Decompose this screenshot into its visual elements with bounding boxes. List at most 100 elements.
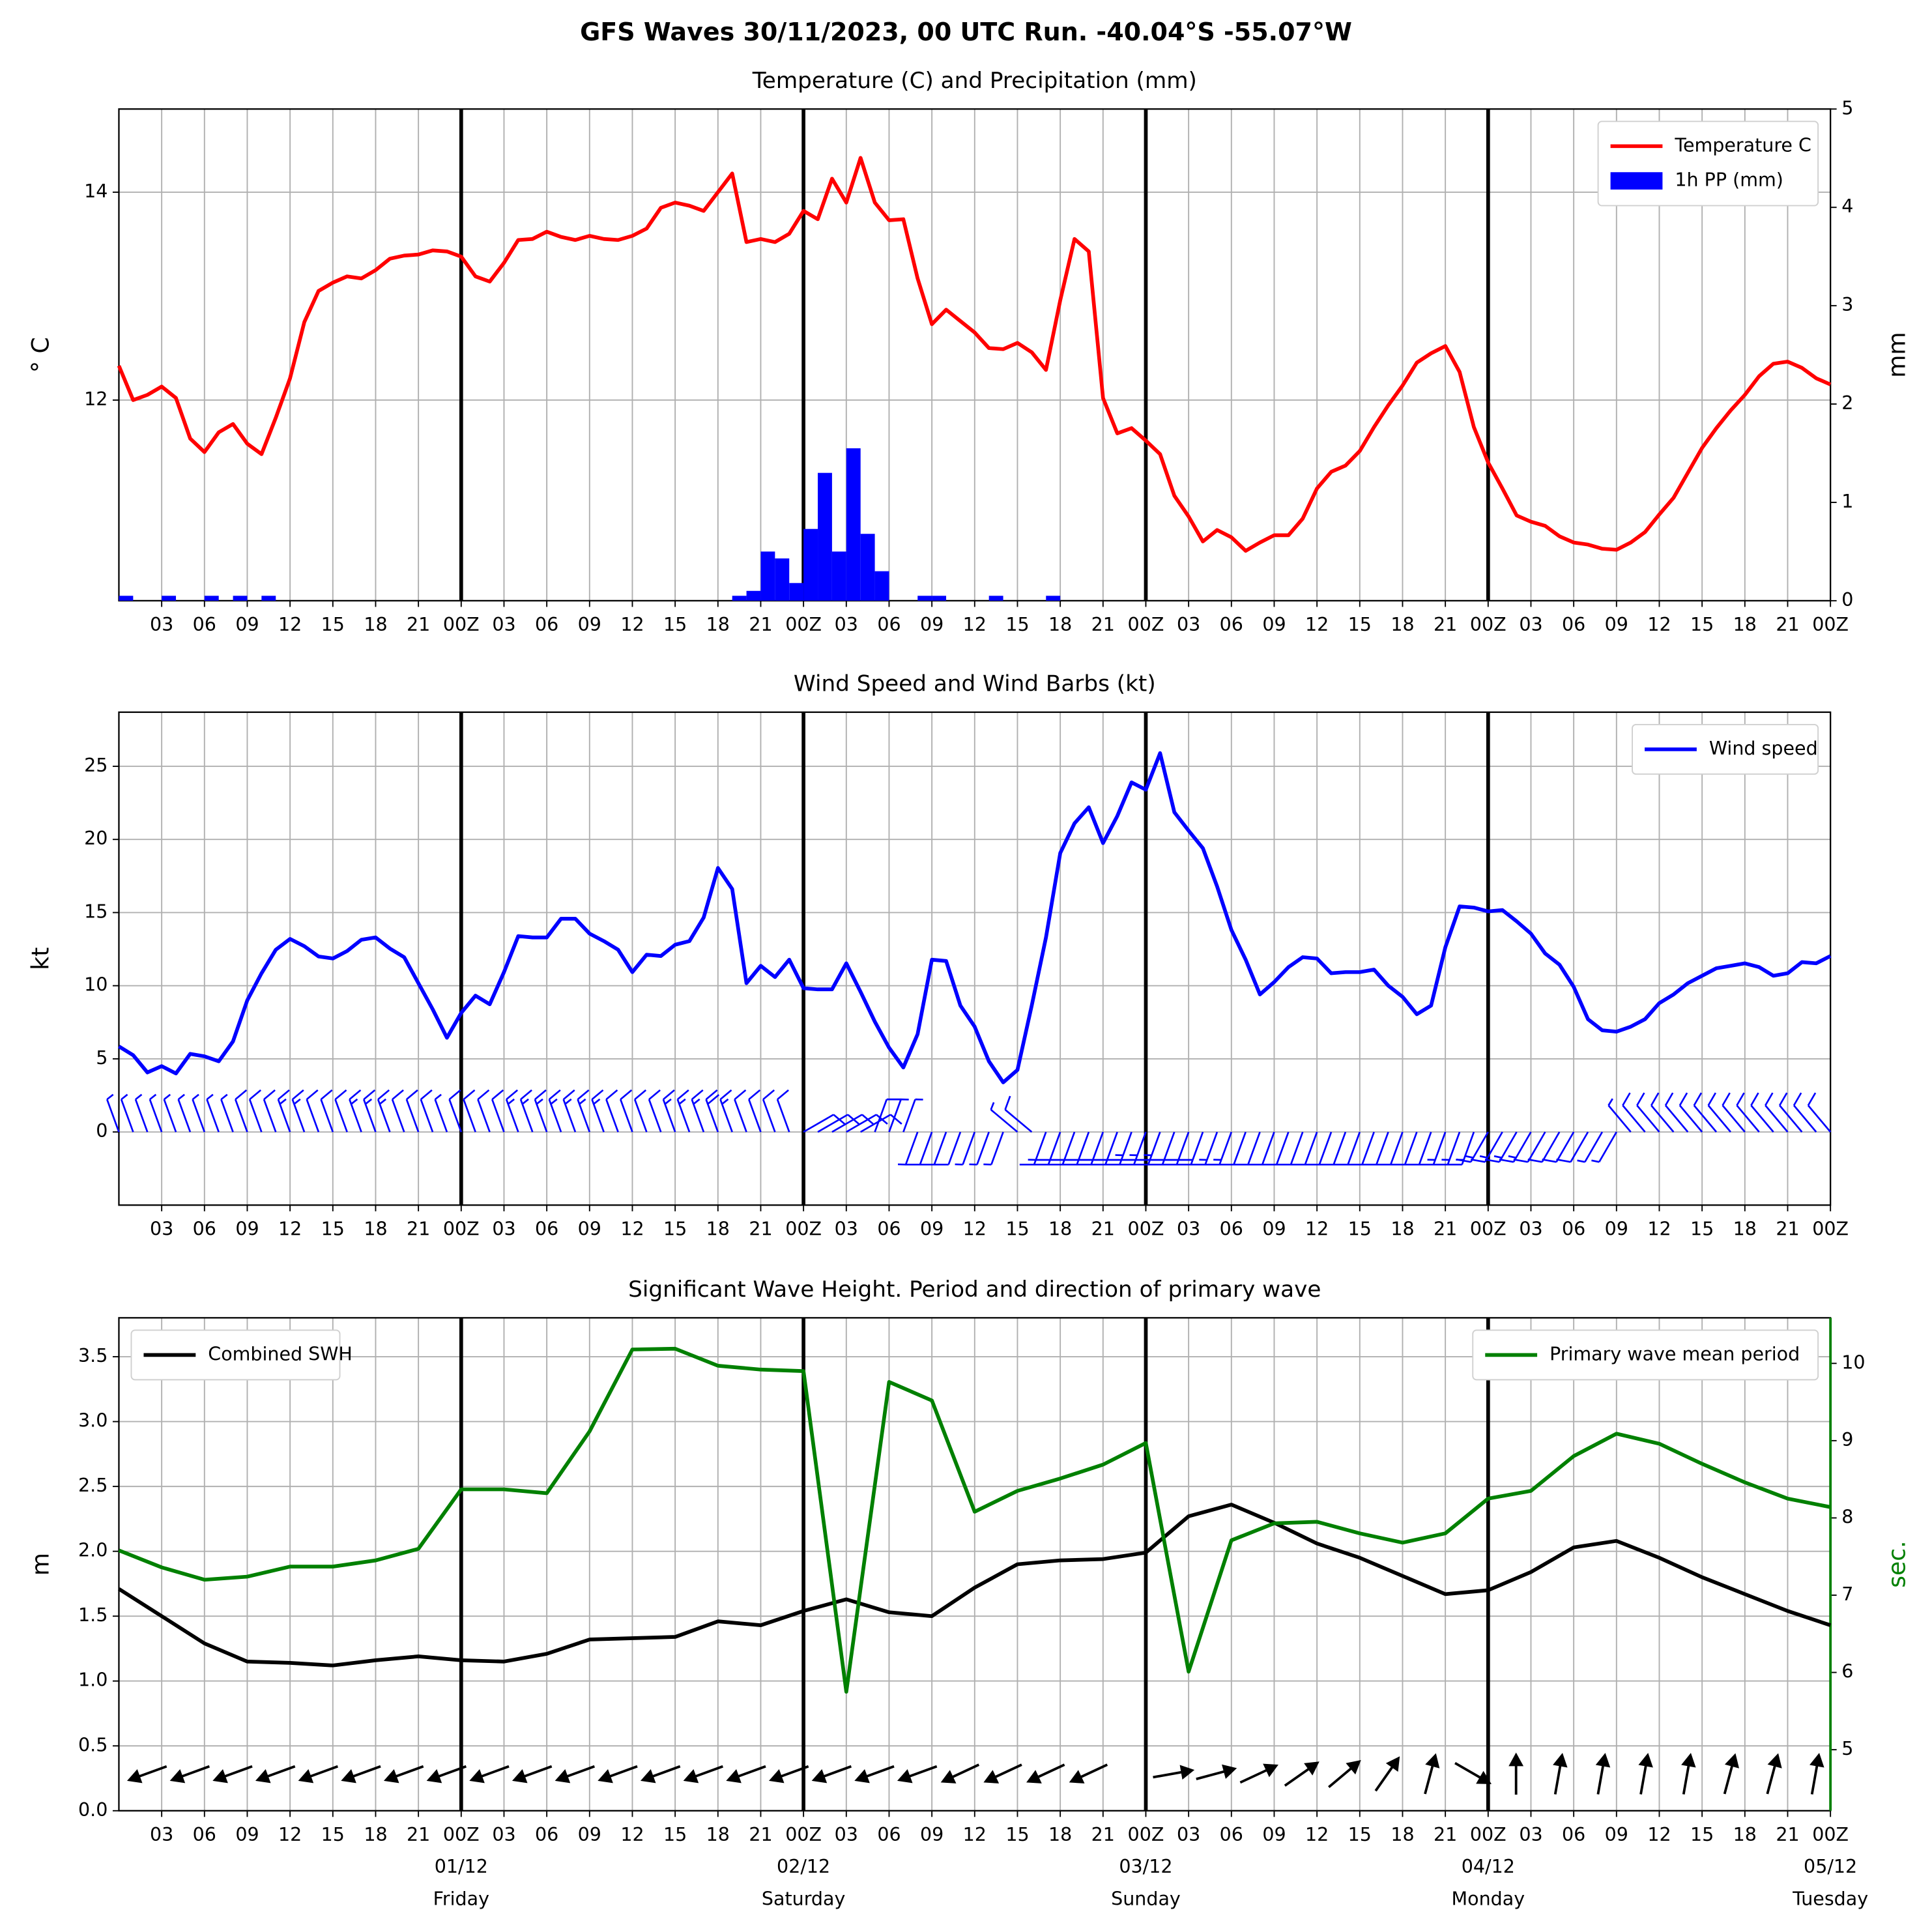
legend-swatch bbox=[1610, 172, 1663, 190]
bar bbox=[760, 551, 775, 601]
barb-staff bbox=[1361, 1131, 1375, 1165]
barb-staff bbox=[1584, 1131, 1604, 1163]
arrow-shaft bbox=[949, 1763, 980, 1780]
barb-flag bbox=[463, 1089, 476, 1101]
barb-half bbox=[693, 1098, 700, 1105]
arrow-shaft bbox=[136, 1765, 167, 1779]
barb-staff bbox=[534, 1099, 548, 1133]
arrow-head bbox=[726, 1769, 742, 1784]
wave-arrow bbox=[1681, 1752, 1696, 1795]
barb-half bbox=[379, 1098, 386, 1105]
y-tick-label: 0.0 bbox=[78, 1799, 108, 1821]
barb-flag bbox=[1707, 1092, 1716, 1106]
arrow-shaft bbox=[1196, 1769, 1228, 1780]
barb-staff bbox=[676, 1099, 691, 1133]
wave-arrow bbox=[683, 1765, 724, 1784]
barb-staff bbox=[605, 1099, 619, 1133]
wind-barb bbox=[377, 1089, 391, 1133]
barb-staff bbox=[919, 1131, 933, 1165]
wind-barb bbox=[1262, 1131, 1290, 1166]
barb-flag bbox=[1693, 1092, 1703, 1106]
barb-staff bbox=[248, 1099, 263, 1133]
wave-arrow bbox=[169, 1765, 210, 1784]
barb-staff bbox=[1608, 1105, 1632, 1133]
arrow-head bbox=[1304, 1761, 1319, 1776]
arrow-shaft bbox=[179, 1765, 210, 1779]
barb-staff bbox=[803, 1114, 834, 1133]
wind-barb bbox=[548, 1089, 562, 1133]
legend-box bbox=[130, 1329, 341, 1381]
y-tick-label: 25 bbox=[84, 755, 108, 776]
arrow-head bbox=[298, 1769, 314, 1784]
barb-staff bbox=[1461, 1131, 1475, 1165]
x-tick-label: 09 bbox=[920, 614, 944, 635]
barb-staff bbox=[1622, 1105, 1646, 1133]
arrow-head bbox=[1809, 1752, 1824, 1768]
barb-half bbox=[279, 1098, 287, 1105]
barb-flag bbox=[1736, 1092, 1745, 1106]
x-tick-label: 06 bbox=[193, 614, 216, 635]
bar bbox=[917, 596, 932, 601]
x-tick-label: 00Z bbox=[1470, 614, 1507, 635]
bar bbox=[1046, 596, 1061, 601]
barb-half bbox=[593, 1098, 601, 1105]
y-tick-label: 5 bbox=[96, 1047, 108, 1069]
x-tick-label: 00Z 02/12 Saturday bbox=[762, 1824, 846, 1910]
wind-barb bbox=[919, 1131, 947, 1166]
bar bbox=[846, 448, 861, 601]
wind-barb bbox=[1470, 1131, 1503, 1163]
x-tick-label: 12 bbox=[278, 1218, 302, 1239]
x-tick-label: 06 bbox=[1220, 1218, 1243, 1239]
barb-flag bbox=[707, 1093, 720, 1105]
barb-flag bbox=[691, 1089, 704, 1101]
wind-barb bbox=[1456, 1131, 1489, 1163]
wind-barb bbox=[320, 1089, 334, 1133]
barb-staff bbox=[177, 1099, 192, 1133]
barb-staff bbox=[334, 1099, 348, 1133]
wave-arrow bbox=[983, 1763, 1022, 1784]
barb-half bbox=[507, 1098, 515, 1105]
barb-staff bbox=[1750, 1105, 1774, 1133]
barb-staff bbox=[192, 1099, 206, 1133]
wind-barb bbox=[983, 1131, 1004, 1166]
barb-staff bbox=[163, 1099, 177, 1133]
barb-staff bbox=[577, 1099, 591, 1133]
figure-title: GFS Waves 30/11/2023, 00 UTC Run. -40.04… bbox=[580, 18, 1352, 46]
wind-barb bbox=[420, 1089, 434, 1133]
barb-staff bbox=[220, 1099, 234, 1133]
bar bbox=[831, 551, 846, 601]
wave-arrow bbox=[126, 1765, 167, 1784]
wind-barb bbox=[691, 1089, 705, 1133]
barb-staff bbox=[1333, 1131, 1347, 1165]
x-tick-label: 12 bbox=[278, 614, 302, 635]
wind-barb bbox=[1233, 1131, 1261, 1166]
arrow-shaft bbox=[349, 1765, 381, 1779]
x-tick-label: 00Z bbox=[1812, 614, 1849, 635]
barb-flag bbox=[1470, 1159, 1486, 1163]
wind-barb bbox=[776, 1089, 790, 1133]
x-tick-label: 09 bbox=[1605, 1218, 1628, 1239]
wind-barb bbox=[605, 1089, 619, 1133]
x-tick-label: 06 bbox=[193, 1218, 216, 1239]
wind-barb bbox=[1390, 1131, 1418, 1166]
arrow-head bbox=[1476, 1770, 1492, 1784]
x-tick-label: 09 bbox=[235, 1218, 259, 1239]
barb-staff bbox=[206, 1099, 220, 1133]
barb-staff bbox=[633, 1099, 648, 1133]
wave-arrow bbox=[1595, 1752, 1611, 1795]
x-tick-label: 09 bbox=[920, 1824, 944, 1845]
wave-arrow bbox=[598, 1765, 638, 1784]
line-series bbox=[117, 751, 1832, 1084]
barb-staff bbox=[1693, 1105, 1718, 1133]
barb-flag bbox=[392, 1089, 404, 1101]
x-tick-label: 03 bbox=[1177, 1218, 1200, 1239]
wind-barb bbox=[134, 1093, 149, 1133]
barb-staff bbox=[1651, 1105, 1675, 1133]
wind-barb bbox=[463, 1089, 476, 1133]
x-tick-label: 06 bbox=[1220, 614, 1243, 635]
wind-barb bbox=[990, 1102, 1018, 1133]
barb-half bbox=[1577, 1159, 1585, 1163]
arrow-head bbox=[255, 1769, 271, 1784]
y2-tick-label: 0 bbox=[1841, 589, 1853, 611]
barb-flag bbox=[1664, 1092, 1674, 1106]
